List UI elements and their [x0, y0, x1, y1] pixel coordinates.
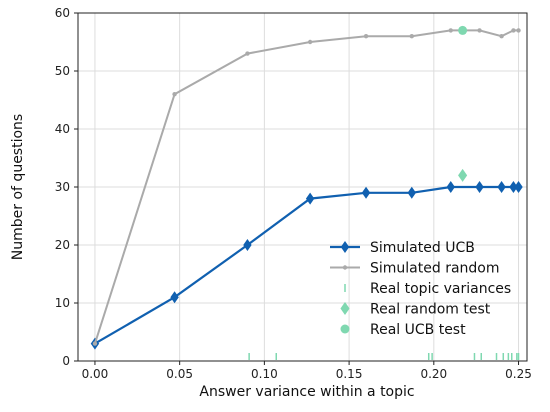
- data-point: [516, 28, 521, 33]
- data-point: [92, 341, 98, 346]
- legend-swatch-marker: [340, 324, 350, 334]
- data-point: [458, 168, 468, 182]
- data-point: [514, 181, 523, 193]
- data-point: [170, 291, 179, 304]
- y-tick-label: 10: [55, 296, 70, 310]
- data-point: [477, 28, 482, 33]
- data-point: [475, 181, 484, 193]
- x-tick-label: 0.10: [251, 367, 278, 381]
- data-point: [307, 39, 313, 45]
- series-real-topic-variances: [248, 353, 520, 360]
- y-tick-label: 30: [55, 180, 70, 194]
- x-tick-label: 0.00: [82, 367, 109, 381]
- legend-item: Simulated random: [330, 261, 500, 277]
- data-point: [409, 34, 414, 39]
- x-tick-label: 0.25: [505, 367, 532, 381]
- y-tick-label: 20: [55, 238, 70, 252]
- x-tick-label: 0.20: [420, 367, 447, 381]
- legend-item: Simulated UCB: [330, 240, 475, 256]
- data-point: [499, 34, 504, 39]
- series-real-random-test: [458, 168, 468, 182]
- data-point: [407, 186, 416, 199]
- y-tick-label: 50: [55, 64, 70, 78]
- legend-label: Simulated random: [370, 261, 500, 277]
- legend-label: Real UCB test: [370, 322, 466, 338]
- legend-swatch-marker: [342, 265, 348, 270]
- data-point: [245, 51, 250, 56]
- ticks: 0.00 0.05 0.10 0.15 0.20 0.25 0 10 20 30 40 50 60: [55, 6, 532, 381]
- data-point: [305, 192, 315, 205]
- legend-item: Real UCB test: [340, 322, 466, 338]
- x-tick-label: 0.05: [166, 367, 193, 381]
- data-point: [172, 92, 177, 97]
- data-point: [509, 181, 518, 193]
- legend-label: Real topic variances: [370, 281, 511, 297]
- y-axis-label: Number of questions: [10, 114, 26, 260]
- x-axis-label: Answer variance within a topic: [199, 384, 414, 400]
- legend-swatch-marker: [340, 302, 350, 315]
- data-point: [497, 181, 506, 193]
- series-simulated-random: [92, 28, 521, 346]
- legend: Simulated UCB Simulated random Real topic …: [330, 240, 511, 338]
- data-point: [511, 28, 516, 33]
- series-real-ucb-test: [458, 25, 468, 35]
- series-simulated-ucb: [90, 181, 523, 350]
- data-point: [243, 239, 252, 251]
- data-point: [448, 28, 453, 33]
- y-tick-label: 40: [55, 122, 70, 136]
- data-point: [363, 34, 369, 39]
- legend-swatch-marker: [340, 241, 350, 253]
- legend-item: Real topic variances: [344, 281, 511, 297]
- data-point: [458, 25, 468, 35]
- legend-label: Real random test: [370, 302, 491, 318]
- y-tick-label: 0: [62, 354, 70, 368]
- data-point: [361, 186, 371, 199]
- y-tick-label: 60: [55, 6, 70, 20]
- data-point: [446, 181, 455, 193]
- legend-label: Simulated UCB: [370, 240, 475, 256]
- x-tick-label: 0.15: [336, 367, 363, 381]
- series: [90, 25, 523, 360]
- legend-item: Real random test: [340, 302, 491, 318]
